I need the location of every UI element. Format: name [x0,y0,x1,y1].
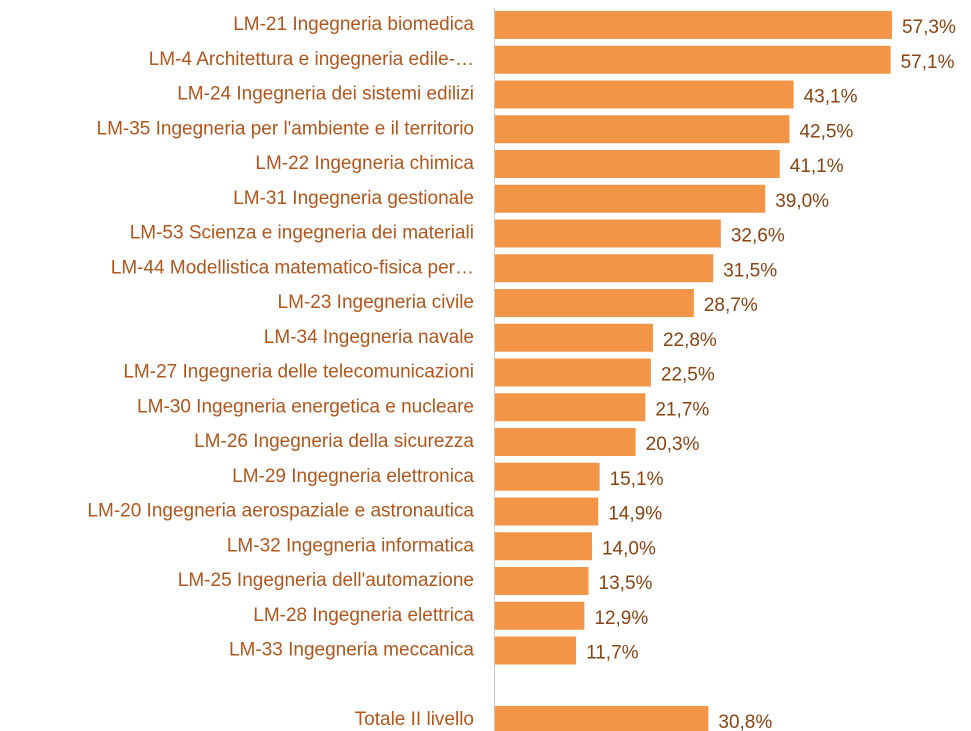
value-label: 14,0% [602,538,656,559]
category-label: LM-53 Scienza e ingegneria dei materiali [130,223,474,244]
bar [495,150,780,178]
bar [495,532,592,561]
bar [495,289,694,317]
bar [495,11,892,39]
category-label: LM-26 Ingegneria della sicurezza [194,431,474,452]
category-label: LM-32 Ingegneria informatica [227,535,475,556]
bar [495,254,714,283]
value-label: 12,9% [594,608,648,629]
category-label: LM-44 Modellistica matematico-fisica per… [111,257,474,278]
value-label: 32,6% [731,226,785,247]
category-label: LM-30 Ingegneria energetica e nucleare [137,396,474,417]
bar [495,567,589,595]
category-label: LM-4 Architettura e ingegneria edile-… [149,49,474,70]
category-label: LM-33 Ingegneria meccanica [229,640,474,661]
value-label: 22,5% [661,365,715,386]
category-label: LM-20 Ingegneria aerospaziale e astronau… [87,501,474,522]
bar [495,358,651,387]
value-label: 22,8% [663,330,717,351]
value-label: 11,7% [586,643,639,664]
category-label: LM-29 Ingegneria elettronica [232,466,474,487]
bar [495,601,585,630]
value-label: 57,3% [902,17,956,38]
category-label: Totale II livello [355,709,474,730]
bar [495,323,653,352]
value-label: 14,9% [608,504,662,525]
bar [495,706,709,731]
bar [495,428,636,456]
category-label: LM-31 Ingegneria gestionale [233,188,474,209]
category-label: LM-24 Ingegneria dei sistemi edilizi [177,84,474,105]
category-label: LM-28 Ingegneria elettrica [253,605,474,626]
value-label: 13,5% [599,573,653,594]
bar [495,115,790,144]
value-label: 31,5% [723,260,777,281]
bar [495,219,721,248]
category-label: LM-23 Ingegneria civile [278,292,474,313]
value-label: 30,8% [718,712,772,731]
category-label: LM-35 Ingegneria per l'ambiente e il ter… [97,118,475,139]
value-label: 42,5% [799,121,853,142]
value-label: 57,1% [901,52,955,73]
bar [495,184,766,213]
value-label: 43,1% [804,87,858,108]
value-label: 21,7% [655,399,709,420]
bar [495,393,646,422]
value-label: 15,1% [610,469,664,490]
value-label: 28,7% [704,295,758,316]
category-label: LM-21 Ingegneria biomedica [233,14,474,35]
bar [495,497,599,526]
category-label: LM-22 Ingegneria chimica [255,153,474,174]
category-label: LM-34 Ingegneria navale [264,327,474,348]
value-label: 20,3% [646,434,700,455]
value-label: 39,0% [775,191,829,212]
bar [495,45,891,74]
category-label: LM-27 Ingegneria delle telecomunicazioni [123,362,474,383]
bar [495,80,794,109]
value-label: 41,1% [790,156,844,177]
category-label: LM-25 Ingegneria dell'automazione [178,570,474,591]
bar [495,462,600,491]
bar [495,636,577,665]
